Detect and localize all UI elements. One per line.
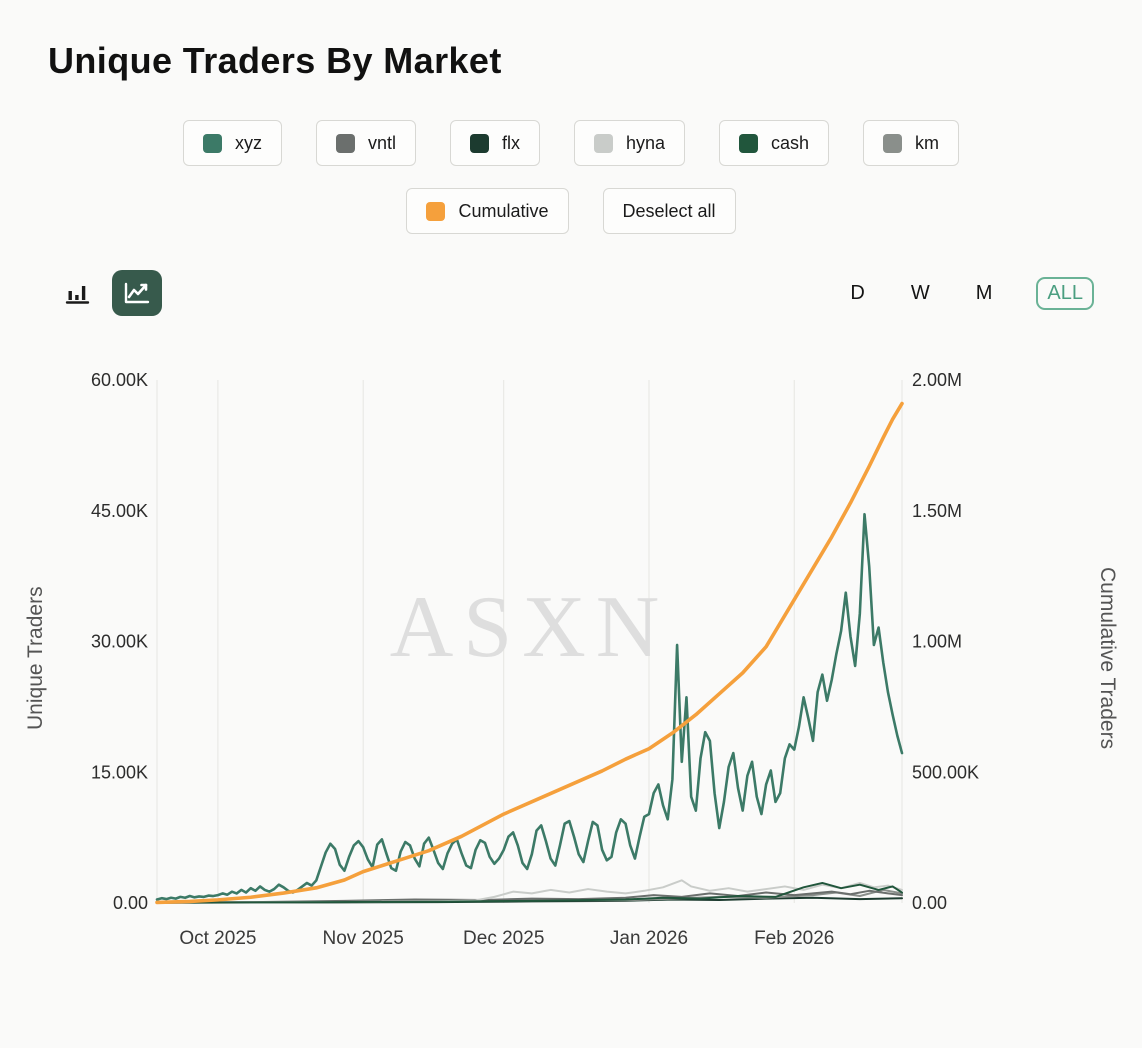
legend-item-flx[interactable]: flx: [449, 120, 540, 166]
svg-text:500.00K: 500.00K: [912, 762, 979, 782]
svg-text:1.00M: 1.00M: [912, 632, 962, 652]
chart-area: Unique Traders ASXN 0.00 15.00K 30.00K 45.00…: [0, 358, 1142, 958]
legend-swatch: [593, 133, 613, 153]
legend-item-km[interactable]: km: [863, 120, 960, 166]
legend-swatch: [469, 133, 489, 153]
chart-type-toggle: [52, 270, 162, 316]
legend-label: vntl: [367, 132, 396, 153]
bar-chart-icon: [65, 286, 90, 304]
legend-item-deselect-all[interactable]: Deselect all: [602, 188, 736, 234]
legend-row-1: xyz vntl flx hyna cash km: [182, 120, 960, 166]
right-axis-title: Cumulative Traders: [1096, 566, 1119, 750]
legend: xyz vntl flx hyna cash km Cumulative Deselect …: [0, 120, 1142, 234]
svg-text:60.00K: 60.00K: [91, 370, 148, 390]
legend-item-xyz[interactable]: xyz: [182, 120, 282, 166]
page-title: Unique Traders By Market: [48, 40, 502, 81]
svg-text:Jan 2026: Jan 2026: [610, 928, 688, 949]
unique-traders-chart: ASXN 0.00 15.00K 30.00K 45.00K 60.00K 0.00 500.…: [91, 370, 979, 949]
bar-chart-type-button[interactable]: [52, 270, 102, 316]
time-range-selector: D W M ALL: [848, 276, 1094, 310]
legend-label: Deselect all: [622, 200, 716, 221]
svg-text:ASXN: ASXN: [390, 579, 670, 676]
svg-text:Dec 2025: Dec 2025: [463, 928, 544, 949]
legend-item-cash[interactable]: cash: [719, 120, 830, 166]
range-button-all[interactable]: ALL: [1036, 276, 1094, 310]
legend-swatch: [335, 133, 355, 153]
svg-text:Nov 2025: Nov 2025: [322, 928, 403, 949]
chart-controls: D W M ALL: [0, 270, 1142, 316]
legend-swatch: [739, 133, 759, 153]
svg-text:2.00M: 2.00M: [912, 370, 962, 390]
line-chart-icon: [124, 282, 150, 304]
legend-row-2: Cumulative Deselect all: [406, 188, 736, 234]
svg-text:15.00K: 15.00K: [91, 762, 148, 782]
svg-text:0.00: 0.00: [113, 893, 148, 913]
svg-text:1.50M: 1.50M: [912, 501, 962, 521]
legend-label: Cumulative: [458, 200, 549, 221]
legend-label: flx: [501, 132, 520, 153]
svg-text:45.00K: 45.00K: [91, 501, 148, 521]
legend-label: cash: [771, 132, 810, 153]
svg-text:Feb 2026: Feb 2026: [754, 928, 834, 949]
legend-swatch: [426, 201, 446, 221]
legend-item-vntl[interactable]: vntl: [315, 120, 416, 166]
legend-label: km: [915, 132, 940, 153]
legend-item-cumulative[interactable]: Cumulative: [406, 188, 569, 234]
line-chart-type-button[interactable]: [112, 270, 162, 316]
left-axis-title: Unique Traders: [24, 586, 47, 730]
svg-text:Oct 2025: Oct 2025: [179, 928, 256, 949]
legend-swatch: [883, 133, 903, 153]
range-button-d[interactable]: D: [848, 278, 866, 309]
legend-label: xyz: [234, 132, 262, 153]
range-button-m[interactable]: M: [974, 278, 995, 309]
legend-label: hyna: [625, 132, 666, 153]
svg-text:30.00K: 30.00K: [91, 632, 148, 652]
svg-text:0.00: 0.00: [912, 893, 947, 913]
legend-item-hyna[interactable]: hyna: [573, 120, 686, 166]
legend-swatch: [202, 133, 222, 153]
range-button-w[interactable]: W: [909, 278, 932, 309]
